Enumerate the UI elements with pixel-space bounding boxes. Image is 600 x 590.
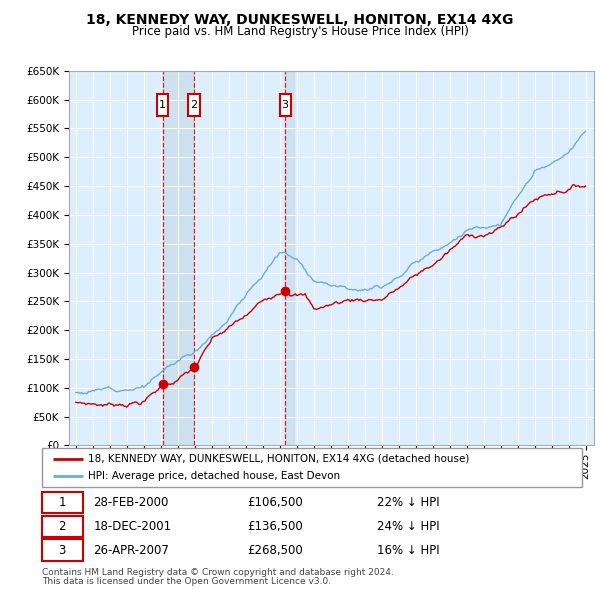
Text: 1: 1 [159,100,166,110]
Text: 18, KENNEDY WAY, DUNKESWELL, HONITON, EX14 4XG: 18, KENNEDY WAY, DUNKESWELL, HONITON, EX… [86,13,514,27]
Text: 2: 2 [59,520,66,533]
Text: This data is licensed under the Open Government Licence v3.0.: This data is licensed under the Open Gov… [42,577,331,586]
Text: 16% ↓ HPI: 16% ↓ HPI [377,543,439,557]
Text: 1: 1 [59,496,66,510]
Text: 3: 3 [281,100,289,110]
FancyBboxPatch shape [42,539,83,560]
Text: 22% ↓ HPI: 22% ↓ HPI [377,496,439,510]
FancyBboxPatch shape [188,94,200,116]
Bar [285,71,293,445]
Text: 26-APR-2007: 26-APR-2007 [94,543,169,557]
FancyBboxPatch shape [280,94,291,116]
Text: £136,500: £136,500 [247,520,303,533]
Text: Price paid vs. HM Land Registry's House Price Index (HPI): Price paid vs. HM Land Registry's House … [131,25,469,38]
Text: Contains HM Land Registry data © Crown copyright and database right 2024.: Contains HM Land Registry data © Crown c… [42,568,394,576]
Text: 24% ↓ HPI: 24% ↓ HPI [377,520,439,533]
Text: 2: 2 [190,100,197,110]
Text: 28-FEB-2000: 28-FEB-2000 [94,496,169,510]
Text: 3: 3 [59,543,66,557]
FancyBboxPatch shape [42,516,83,537]
Text: HPI: Average price, detached house, East Devon: HPI: Average price, detached house, East… [88,471,340,481]
Text: £106,500: £106,500 [247,496,303,510]
FancyBboxPatch shape [42,492,83,513]
Text: £268,500: £268,500 [247,543,303,557]
Text: 18-DEC-2001: 18-DEC-2001 [94,520,172,533]
Text: 18, KENNEDY WAY, DUNKESWELL, HONITON, EX14 4XG (detached house): 18, KENNEDY WAY, DUNKESWELL, HONITON, EX… [88,454,469,464]
Bar [163,71,194,445]
FancyBboxPatch shape [157,94,169,116]
FancyBboxPatch shape [42,448,582,487]
